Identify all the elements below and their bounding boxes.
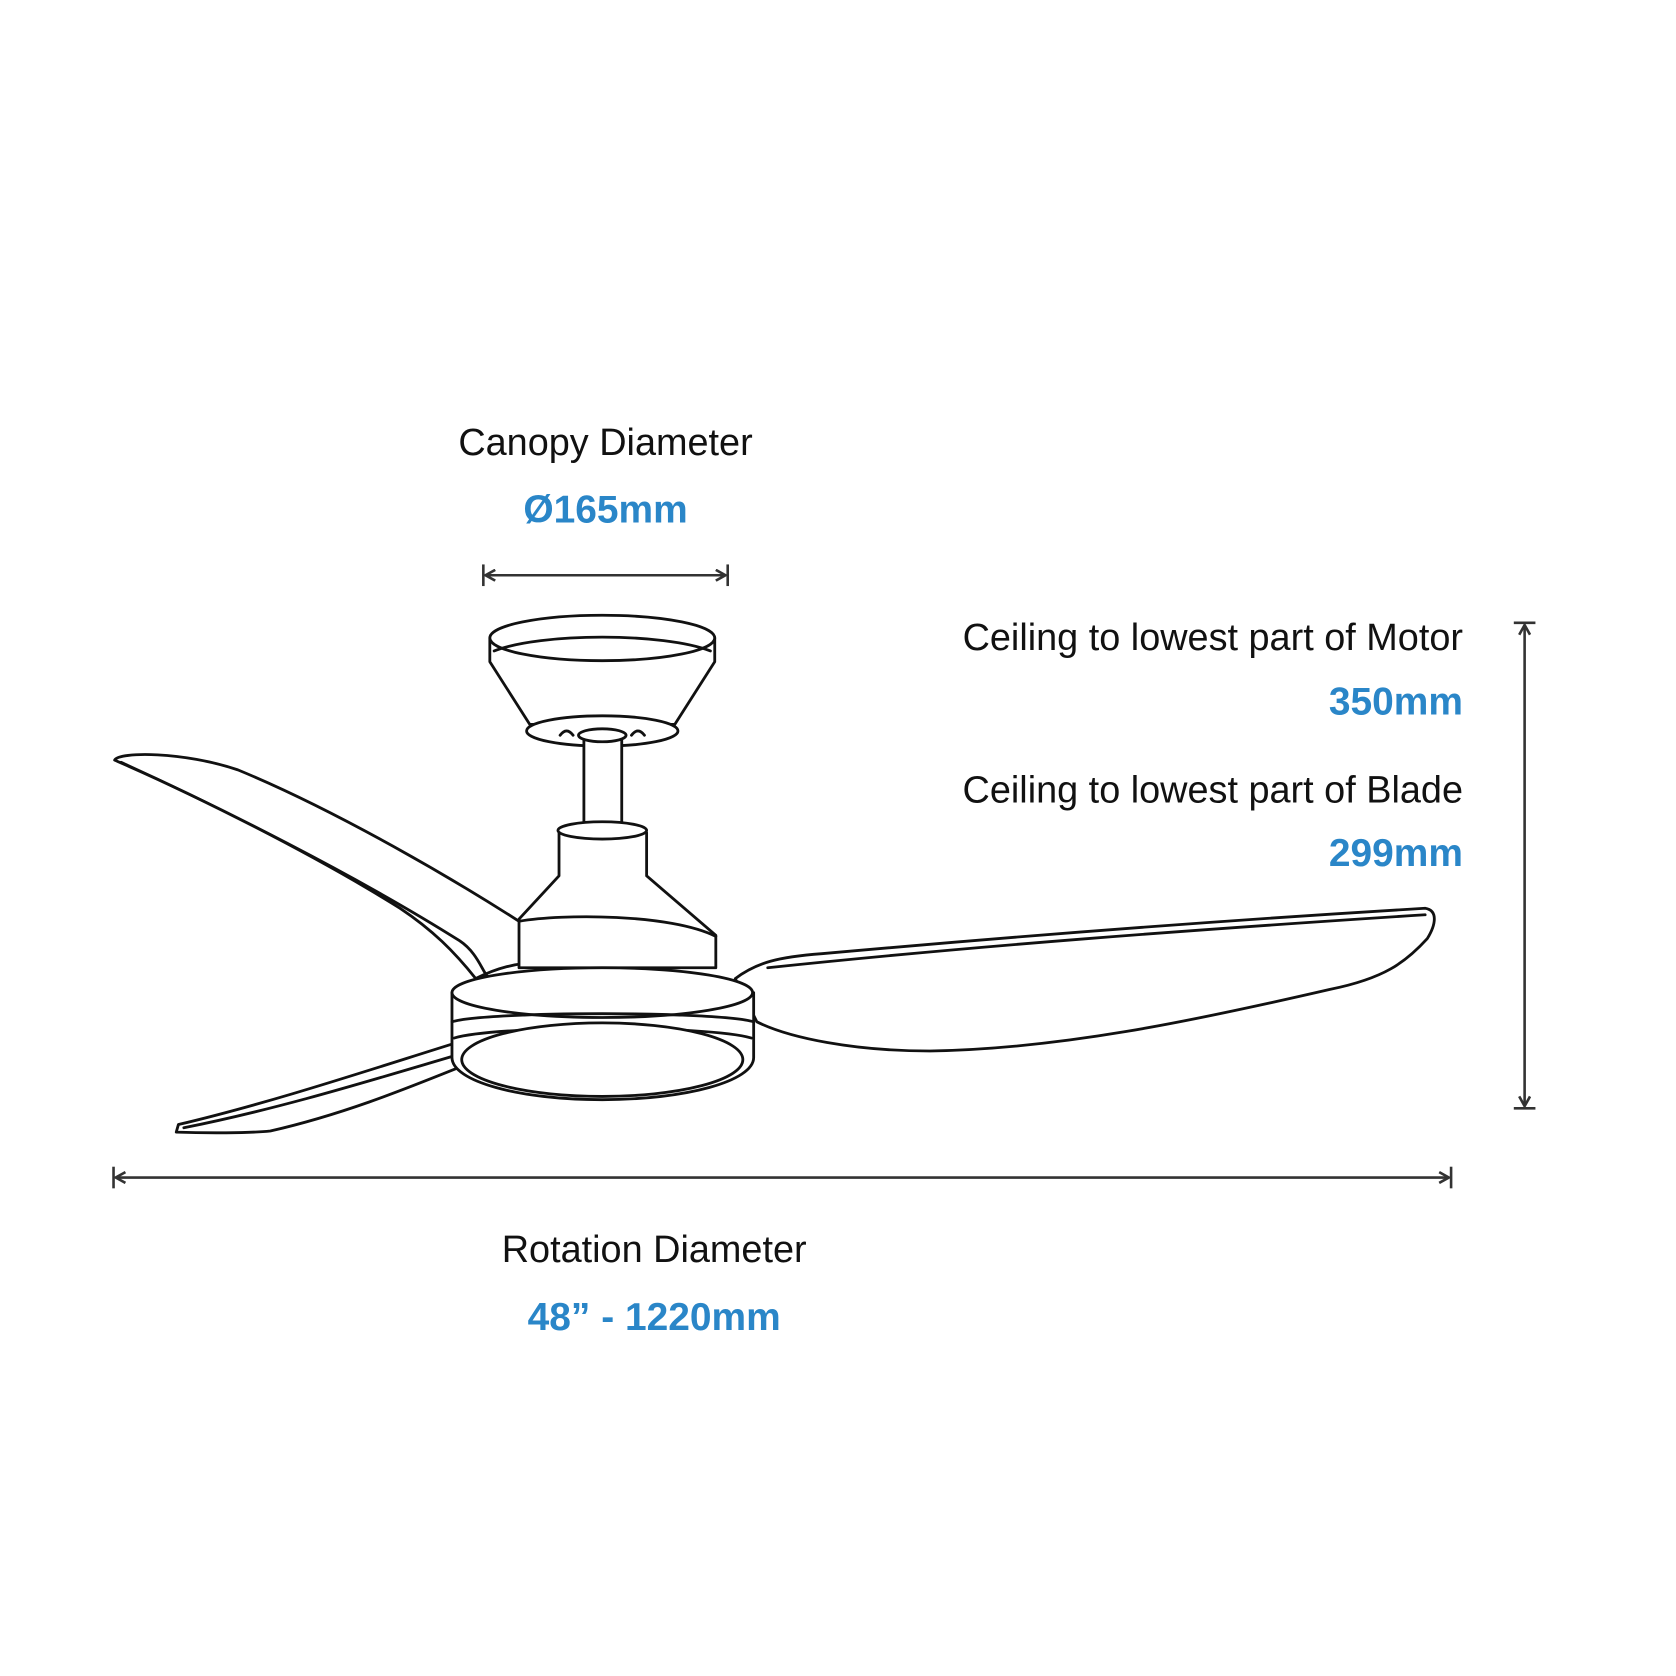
blade-right (733, 906, 1436, 1053)
blade-left-bottom (174, 1042, 467, 1135)
motor-height-value: 350mm (1329, 681, 1463, 724)
rotation-dimension-arrow (112, 1166, 1453, 1189)
motor-housing (517, 831, 718, 970)
rotation-diameter-value: 48” - 1220mm (528, 1296, 781, 1339)
downrod (582, 731, 624, 830)
blade-left-top (113, 753, 575, 980)
fan-illustration (113, 613, 1436, 1135)
motor-height-label: Ceiling to lowest part of Motor (963, 617, 1463, 659)
height-dimension-arrow (1513, 621, 1536, 1110)
canopy-diameter-label: Canopy Diameter (458, 422, 752, 464)
light-diffuser (460, 1021, 745, 1098)
canopy-diameter-value: Ø165mm (523, 488, 687, 531)
canopy-dimension-arrow (482, 564, 730, 587)
rotation-diameter-label: Rotation Diameter (502, 1229, 807, 1271)
blade-height-label: Ceiling to lowest part of Blade (963, 769, 1463, 811)
blade-height-value: 299mm (1329, 832, 1463, 875)
